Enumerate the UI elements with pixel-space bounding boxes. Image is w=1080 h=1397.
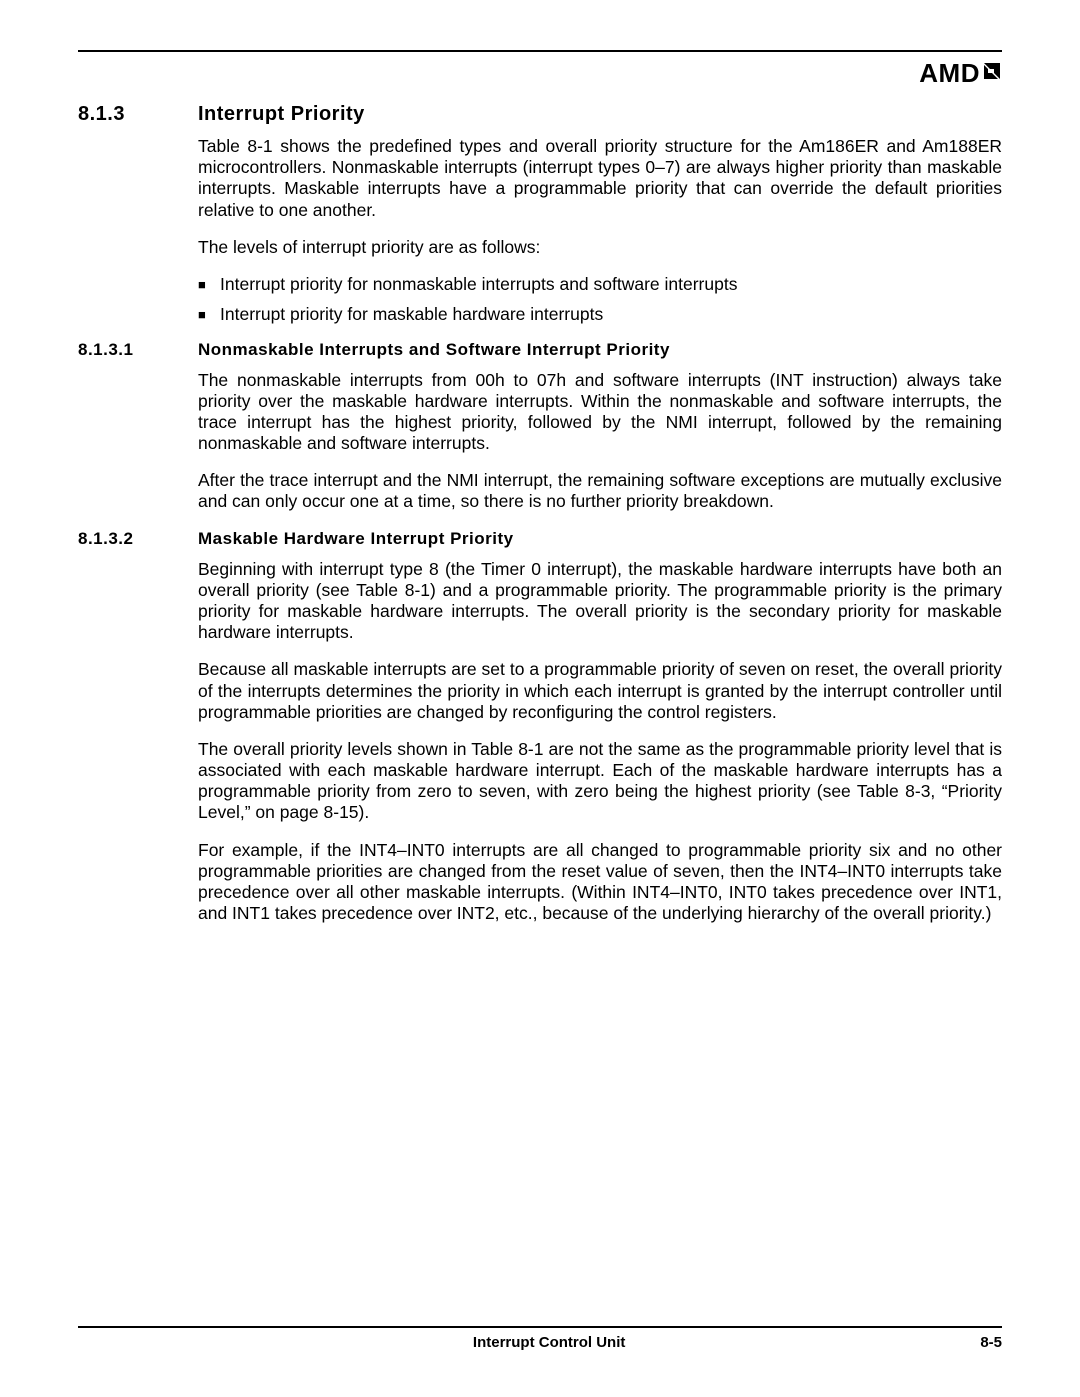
list-item-text: Interrupt priority for nonmaskable inter… [220,274,737,296]
section-title: Maskable Hardware Interrupt Priority [198,529,514,549]
list-item: ■ Interrupt priority for maskable hardwa… [198,304,1002,326]
section-title: Nonmaskable Interrupts and Software Inte… [198,340,670,360]
section-heading-8-1-3-1: 8.1.3.1 Nonmaskable Interrupts and Softw… [78,340,1002,360]
section-number: 8.1.3.2 [78,529,198,549]
page-footer: Interrupt Control Unit 8-5 [78,1326,1002,1351]
bullet-icon: ■ [198,304,220,326]
list-item: ■ Interrupt priority for nonmaskable int… [198,274,1002,296]
logo-row: AMD [78,58,1002,89]
paragraph: The overall priority levels shown in Tab… [198,739,1002,824]
logo-text: AMD [919,58,980,89]
page-number: 8-5 [980,1334,1002,1351]
bullet-list: ■ Interrupt priority for nonmaskable int… [198,274,1002,326]
section-heading-8-1-3: 8.1.3 Interrupt Priority [78,103,1002,126]
paragraph: The levels of interrupt priority are as … [198,237,1002,258]
footer-row: Interrupt Control Unit 8-5 [78,1334,1002,1351]
section-title: Interrupt Priority [198,103,365,126]
paragraph: Beginning with interrupt type 8 (the Tim… [198,559,1002,644]
list-item-text: Interrupt priority for maskable hardware… [220,304,603,326]
bullet-icon: ■ [198,274,220,296]
section-number: 8.1.3.1 [78,340,198,360]
logo-arrow-icon [982,57,1002,88]
footer-rule [78,1326,1002,1328]
footer-title: Interrupt Control Unit [118,1334,980,1351]
paragraph: For example, if the INT4–INT0 interrupts… [198,840,1002,925]
header-rule [78,50,1002,52]
paragraph: Table 8-1 shows the predefined types and… [198,136,1002,221]
paragraph: The nonmaskable interrupts from 00h to 0… [198,370,1002,455]
section-heading-8-1-3-2: 8.1.3.2 Maskable Hardware Interrupt Prio… [78,529,1002,549]
paragraph: After the trace interrupt and the NMI in… [198,470,1002,512]
section-number: 8.1.3 [78,103,198,126]
amd-logo: AMD [919,58,1002,89]
paragraph: Because all maskable interrupts are set … [198,659,1002,723]
